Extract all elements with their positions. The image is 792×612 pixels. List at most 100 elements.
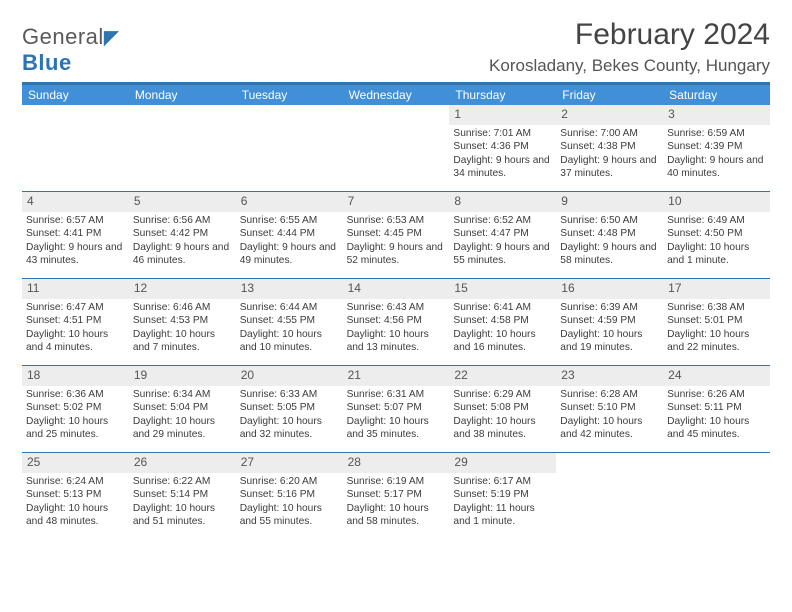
day-number: 16 [556, 279, 663, 299]
day-cell: 18Sunrise: 6:36 AMSunset: 5:02 PMDayligh… [22, 366, 129, 452]
day-cell: 7Sunrise: 6:53 AMSunset: 4:45 PMDaylight… [343, 192, 450, 278]
empty-cell [22, 105, 129, 191]
title-block: February 2024 Korosladany, Bekes County,… [489, 18, 770, 76]
dayname-monday: Monday [129, 85, 236, 105]
sunset-text: Sunset: 4:42 PM [133, 227, 232, 240]
day-cell: 17Sunrise: 6:38 AMSunset: 5:01 PMDayligh… [663, 279, 770, 365]
sunset-text: Sunset: 5:01 PM [667, 314, 766, 327]
daylight-text: Daylight: 10 hours and 10 minutes. [240, 328, 339, 355]
sunset-text: Sunset: 5:13 PM [26, 488, 125, 501]
daylight-text: Daylight: 10 hours and 48 minutes. [26, 502, 125, 529]
header: General◤ Blue February 2024 Korosladany,… [22, 18, 770, 76]
day-number: 18 [22, 366, 129, 386]
sunset-text: Sunset: 4:53 PM [133, 314, 232, 327]
sunset-text: Sunset: 4:59 PM [560, 314, 659, 327]
sunrise-text: Sunrise: 6:44 AM [240, 301, 339, 314]
dayname-tuesday: Tuesday [236, 85, 343, 105]
sunrise-text: Sunrise: 7:00 AM [560, 127, 659, 140]
day-number: 20 [236, 366, 343, 386]
sunrise-text: Sunrise: 6:29 AM [453, 388, 552, 401]
daylight-text: Daylight: 10 hours and 29 minutes. [133, 415, 232, 442]
sunset-text: Sunset: 5:16 PM [240, 488, 339, 501]
sunrise-text: Sunrise: 6:47 AM [26, 301, 125, 314]
day-number: 9 [556, 192, 663, 212]
day-cell: 13Sunrise: 6:44 AMSunset: 4:55 PMDayligh… [236, 279, 343, 365]
daylight-text: Daylight: 9 hours and 49 minutes. [240, 241, 339, 268]
day-number: 15 [449, 279, 556, 299]
sunrise-text: Sunrise: 7:01 AM [453, 127, 552, 140]
empty-cell [343, 105, 450, 191]
logo-secondary: Blue [22, 50, 72, 75]
day-number: 17 [663, 279, 770, 299]
day-cell: 5Sunrise: 6:56 AMSunset: 4:42 PMDaylight… [129, 192, 236, 278]
sunrise-text: Sunrise: 6:22 AM [133, 475, 232, 488]
day-number: 19 [129, 366, 236, 386]
day-number: 27 [236, 453, 343, 473]
daylight-text: Daylight: 10 hours and 22 minutes. [667, 328, 766, 355]
day-cell: 22Sunrise: 6:29 AMSunset: 5:08 PMDayligh… [449, 366, 556, 452]
sunset-text: Sunset: 4:51 PM [26, 314, 125, 327]
dayname-friday: Friday [556, 85, 663, 105]
day-cell: 29Sunrise: 6:17 AMSunset: 5:19 PMDayligh… [449, 453, 556, 539]
daylight-text: Daylight: 9 hours and 34 minutes. [453, 154, 552, 181]
day-cell: 6Sunrise: 6:55 AMSunset: 4:44 PMDaylight… [236, 192, 343, 278]
day-cell: 26Sunrise: 6:22 AMSunset: 5:14 PMDayligh… [129, 453, 236, 539]
day-number: 2 [556, 105, 663, 125]
logo-mark-icon: ◤ [104, 27, 120, 49]
sunrise-text: Sunrise: 6:26 AM [667, 388, 766, 401]
daylight-text: Daylight: 9 hours and 46 minutes. [133, 241, 232, 268]
sunrise-text: Sunrise: 6:53 AM [347, 214, 446, 227]
sunrise-text: Sunrise: 6:41 AM [453, 301, 552, 314]
daylight-text: Daylight: 9 hours and 40 minutes. [667, 154, 766, 181]
day-cell: 15 Sunrise: 6:41 AMSunset: 4:58 PMDayligh… [449, 279, 556, 365]
day-number: 29 [449, 453, 556, 473]
sunset-text: Sunset: 4:38 PM [560, 140, 659, 153]
day-number: 25 [22, 453, 129, 473]
sunrise-text: Sunrise: 6:19 AM [347, 475, 446, 488]
daylight-text: Daylight: 10 hours and 42 minutes. [560, 415, 659, 442]
day-cell: 25Sunrise: 6:24 AMSunset: 5:13 PMDayligh… [22, 453, 129, 539]
daylight-text: Daylight: 10 hours and 45 minutes. [667, 415, 766, 442]
daylight-text: Daylight: 9 hours and 43 minutes. [26, 241, 125, 268]
day-number: 8 [449, 192, 556, 212]
sunset-text: Sunset: 5:05 PM [240, 401, 339, 414]
sunset-text: Sunset: 4:41 PM [26, 227, 125, 240]
dayname-sunday: Sunday [22, 85, 129, 105]
day-cell: 16Sunrise: 6:39 AMSunset: 4:59 PMDayligh… [556, 279, 663, 365]
sunrise-text: Sunrise: 6:33 AM [240, 388, 339, 401]
sunset-text: Sunset: 5:10 PM [560, 401, 659, 414]
daylight-text: Daylight: 10 hours and 19 minutes. [560, 328, 659, 355]
daylight-text: Daylight: 10 hours and 1 minute. [667, 241, 766, 268]
day-cell: 23 Sunrise: 6:28 AMSunset: 5:10 PMDayligh… [556, 366, 663, 452]
daylight-text: Daylight: 10 hours and 25 minutes. [26, 415, 125, 442]
sunset-text: Sunset: 5:11 PM [667, 401, 766, 414]
daylight-text: Daylight: 9 hours and 58 minutes. [560, 241, 659, 268]
day-number: 22 [449, 366, 556, 386]
sunset-text: Sunset: 4:36 PM [453, 140, 552, 153]
day-cell: 12Sunrise: 6:46 AMSunset: 4:53 PMDayligh… [129, 279, 236, 365]
day-cell: 3Sunrise: 6:59 AMSunset: 4:39 PMDaylight… [663, 105, 770, 191]
sunrise-text: Sunrise: 6:50 AM [560, 214, 659, 227]
sunrise-text: Sunrise: 6:17 AM [453, 475, 552, 488]
calendar-grid: 1Sunrise: 7:01 AMSunset: 4:36 PMDaylight… [22, 105, 770, 539]
sunset-text: Sunset: 4:48 PM [560, 227, 659, 240]
sunrise-text: Sunrise: 6:36 AM [26, 388, 125, 401]
sunrise-text: Sunrise: 6:31 AM [347, 388, 446, 401]
sunrise-text: Sunrise: 6:59 AM [667, 127, 766, 140]
day-number: 3 [663, 105, 770, 125]
day-number: 21 [343, 366, 450, 386]
day-number: 10 [663, 192, 770, 212]
empty-cell [236, 105, 343, 191]
day-number: 23 [556, 366, 663, 386]
daylight-text: Daylight: 9 hours and 55 minutes. [453, 241, 552, 268]
sunset-text: Sunset: 4:58 PM [453, 314, 552, 327]
daylight-text: Daylight: 10 hours and 16 minutes. [453, 328, 552, 355]
day-number: 7 [343, 192, 450, 212]
day-cell: 28Sunrise: 6:19 AMSunset: 5:17 PMDayligh… [343, 453, 450, 539]
month-title: February 2024 [489, 18, 770, 52]
day-cell: 14Sunrise: 6:43 AMSunset: 4:56 PMDayligh… [343, 279, 450, 365]
sunset-text: Sunset: 4:45 PM [347, 227, 446, 240]
sunrise-text: Sunrise: 6:28 AM [560, 388, 659, 401]
logo: General◤ Blue [22, 18, 120, 76]
day-cell: 2Sunrise: 7:00 AMSunset: 4:38 PMDaylight… [556, 105, 663, 191]
